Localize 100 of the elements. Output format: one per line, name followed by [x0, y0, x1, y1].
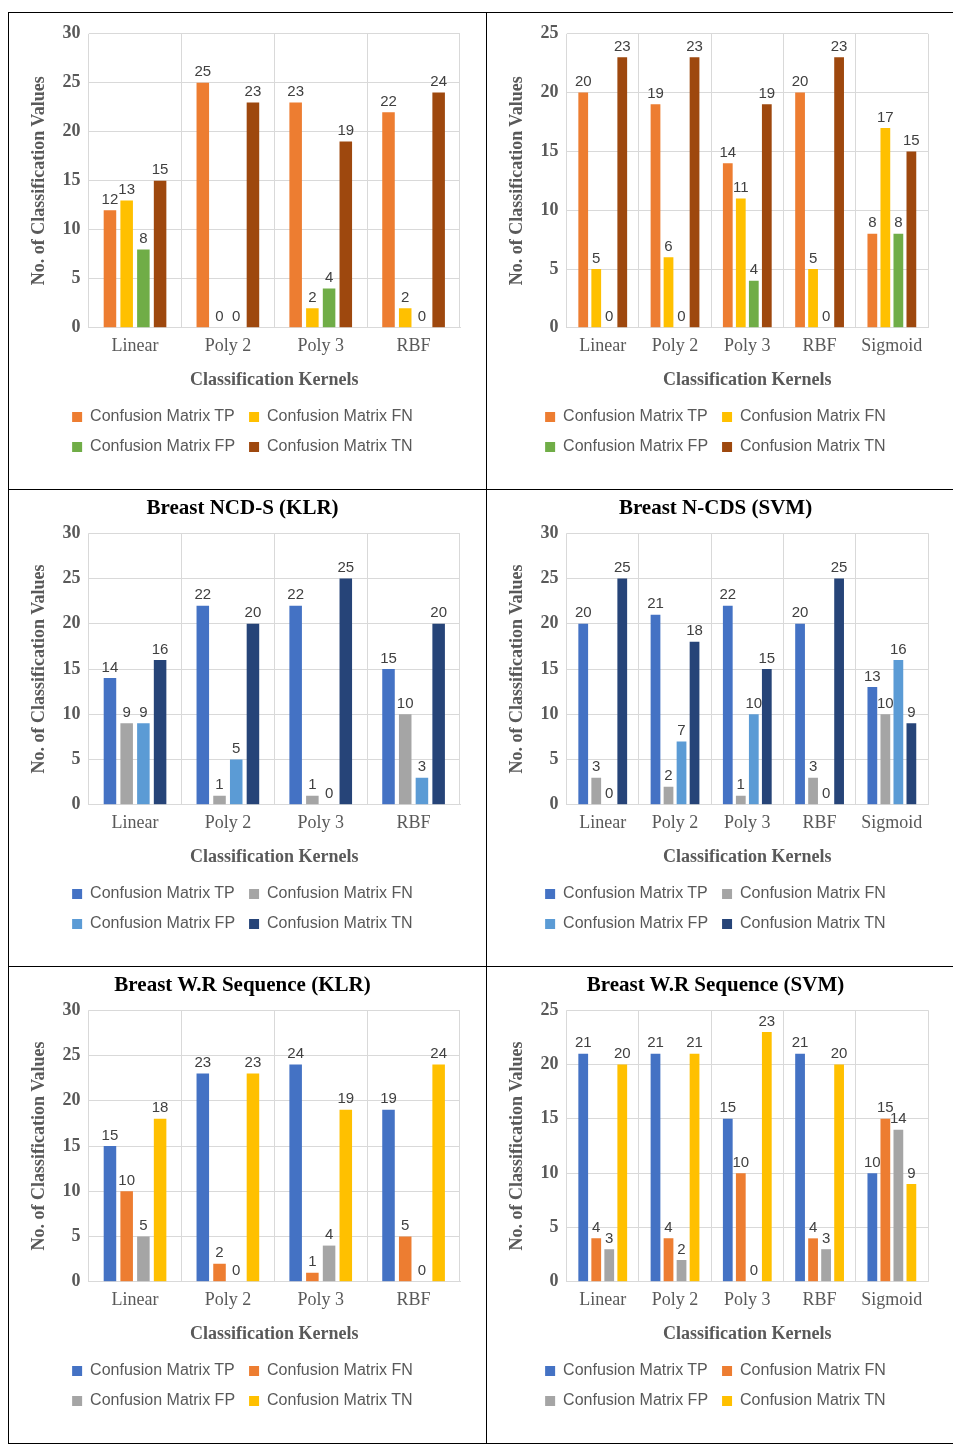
bar [617, 57, 628, 328]
legend-label: Confusion Matrix TN [740, 437, 886, 455]
chart-title: Breast W.R Sequence (KLR) [114, 972, 371, 997]
data-label: 16 [890, 639, 907, 657]
data-label: 24 [430, 72, 447, 90]
bar [137, 1236, 150, 1282]
y-tick-label: 20 [540, 1053, 559, 1074]
legend-label: Confusion Matrix FN [740, 884, 886, 902]
bar [663, 1238, 674, 1282]
y-tick-label: 0 [71, 1270, 81, 1291]
data-label: 5 [401, 1216, 410, 1234]
data-label: 19 [647, 84, 664, 101]
data-label: 21 [686, 1033, 703, 1051]
legend-label: Confusion Matrix FP [563, 437, 709, 455]
bar [748, 280, 759, 328]
bar [893, 659, 904, 805]
legend-label: Confusion Matrix TN [740, 914, 886, 932]
y-tick-label: 20 [540, 81, 559, 102]
bar [578, 623, 589, 805]
y-tick-label: 5 [549, 257, 559, 278]
bar [103, 1146, 117, 1282]
y-tick-label: 5 [549, 1216, 559, 1237]
y-tick-label: 15 [62, 657, 81, 678]
bar [306, 308, 319, 328]
bar [880, 1118, 891, 1282]
data-label: 15 [903, 131, 920, 149]
data-label: 19 [758, 84, 776, 101]
data-label: 18 [151, 1098, 169, 1116]
bar [382, 112, 395, 328]
data-label: 13 [864, 666, 881, 684]
data-label: 8 [868, 213, 877, 231]
bar [591, 1238, 602, 1282]
data-label: 20 [574, 603, 592, 621]
bar [689, 1053, 700, 1282]
data-label: 3 [821, 1228, 831, 1246]
data-label: 0 [417, 1261, 427, 1279]
bar [834, 57, 844, 328]
data-label: 9 [907, 1163, 916, 1181]
bar [735, 198, 746, 328]
data-label: 23 [686, 36, 703, 54]
data-label: 21 [647, 1033, 664, 1051]
legend-label: Confusion Matrix FP [90, 914, 236, 932]
x-tick-label: RBF [802, 1289, 837, 1310]
y-tick-label: 0 [71, 316, 81, 337]
data-label: 17 [877, 107, 894, 125]
bar [382, 669, 395, 805]
y-tick-label: 0 [549, 1270, 559, 1291]
data-label: 0 [605, 784, 614, 802]
x-tick-label: Linear [579, 335, 627, 356]
bar [808, 1238, 818, 1282]
data-label: 0 [821, 307, 831, 325]
bar [808, 269, 818, 328]
legend-label: Confusion Matrix TN [267, 1391, 413, 1409]
legend-label: Confusion Matrix TP [563, 407, 708, 425]
bar [153, 180, 167, 328]
data-label: 0 [749, 1261, 758, 1279]
x-axis-title: Classification Kernels [663, 845, 832, 866]
bar [867, 687, 878, 805]
y-tick-label: 5 [71, 1225, 81, 1246]
x-tick-label: Poly 2 [651, 1289, 699, 1310]
bar [229, 759, 243, 805]
data-label: 22 [380, 91, 397, 109]
data-label: 23 [287, 82, 304, 100]
data-label: 0 [232, 307, 241, 325]
x-tick-label: Sigmoid [861, 335, 923, 356]
y-tick-label: 10 [62, 702, 81, 723]
data-label: 4 [324, 1225, 334, 1243]
bar [289, 1064, 302, 1282]
data-label: 10 [864, 1152, 881, 1170]
x-tick-label: Poly 2 [204, 1289, 252, 1310]
y-tick-label: 0 [549, 793, 559, 814]
data-label: 10 [118, 1170, 136, 1188]
bar [617, 1064, 628, 1282]
x-tick-label: Poly 3 [724, 1289, 771, 1310]
y-axis-title: No. of Classification Values [28, 76, 49, 286]
bar [339, 141, 353, 328]
x-axis-title: Classification Kernels [663, 1322, 832, 1343]
legend-label: Confusion Matrix TP [90, 1361, 235, 1379]
bar [339, 578, 353, 805]
bar [880, 127, 891, 328]
data-label: 25 [830, 558, 848, 576]
data-label: 5 [232, 739, 241, 757]
bar [834, 578, 844, 805]
y-axis-title: No. of Classification Values [28, 1041, 49, 1251]
data-label: 15 [719, 1098, 737, 1116]
data-label: 0 [677, 307, 686, 325]
bar [382, 1109, 395, 1282]
bar [663, 257, 674, 328]
bar [761, 669, 772, 805]
bar [246, 1073, 260, 1282]
bar [306, 1272, 319, 1282]
y-tick-label: 25 [540, 22, 559, 43]
x-tick-label: Poly 3 [297, 335, 344, 356]
bar [867, 233, 878, 328]
bar [906, 151, 917, 328]
bar [120, 200, 133, 328]
x-tick-label: Poly 2 [651, 812, 699, 833]
y-tick-label: 10 [540, 198, 559, 219]
bar [103, 210, 117, 328]
x-tick-label: Sigmoid [861, 812, 923, 833]
